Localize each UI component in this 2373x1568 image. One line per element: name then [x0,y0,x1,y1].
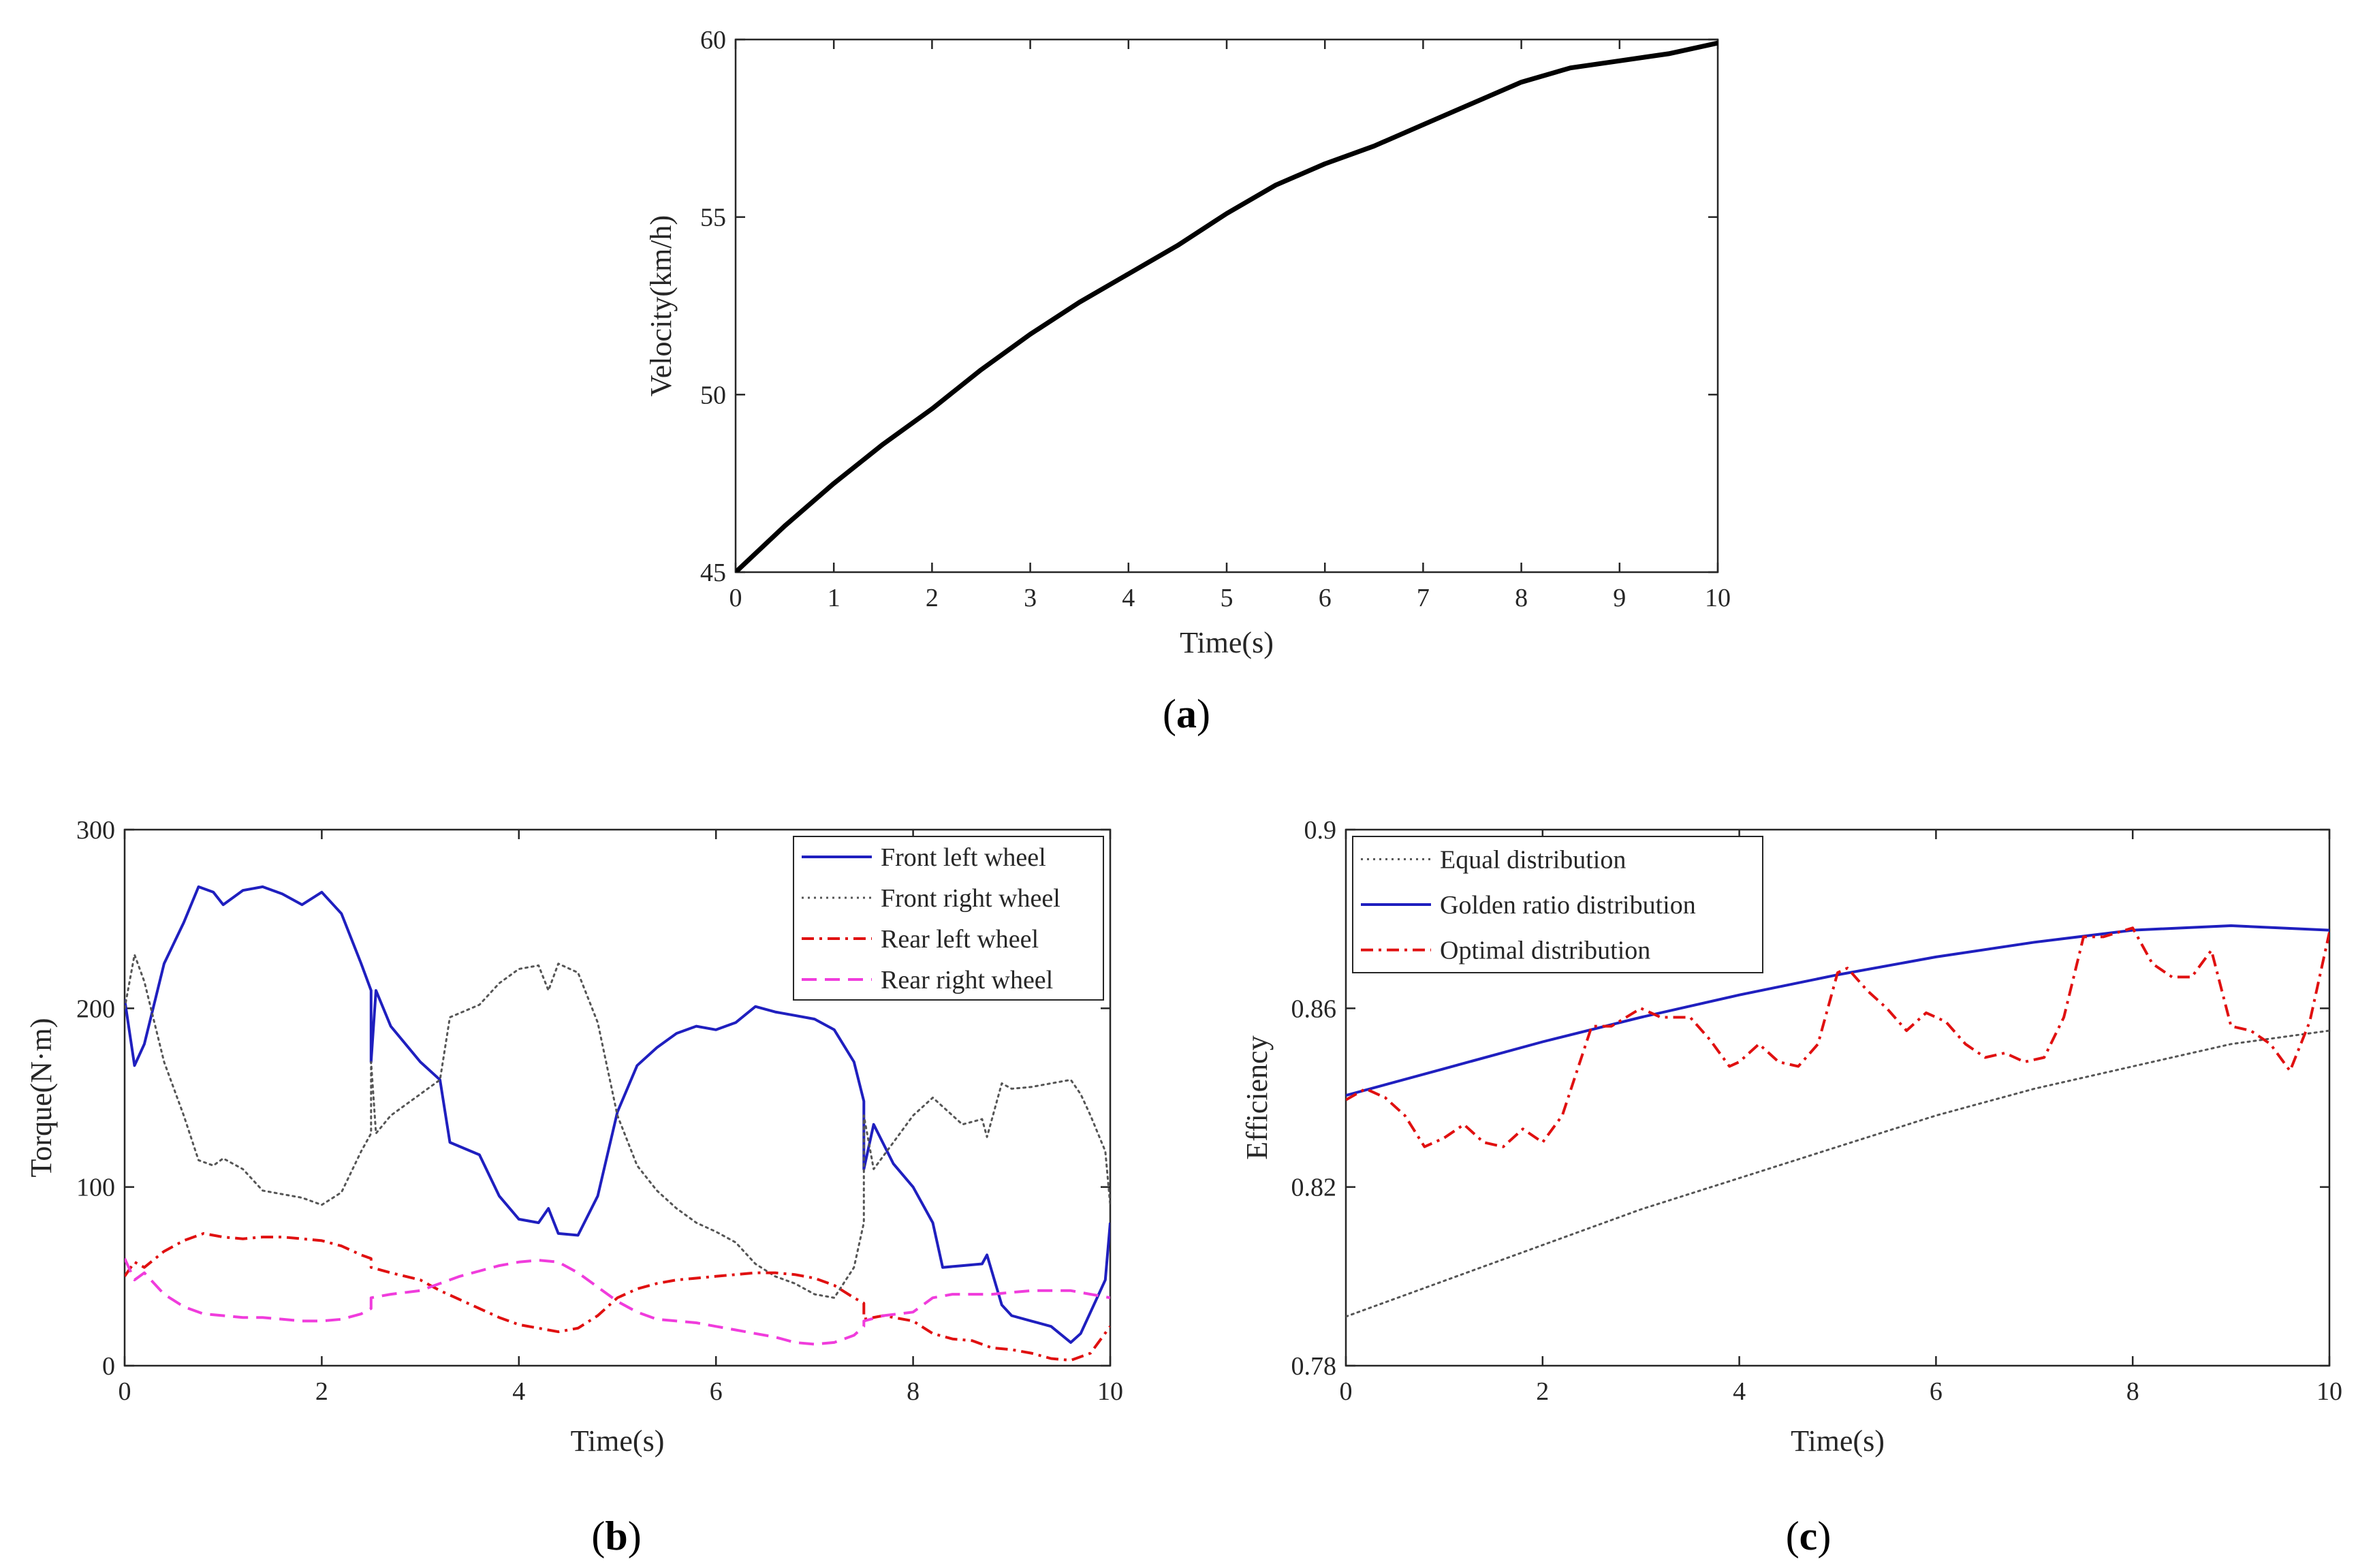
series-group [736,40,1718,572]
x-tick-label: 8 [907,1377,920,1406]
x-tick-label: 2 [1536,1377,1549,1406]
series-line-rear-right-wheel [125,1257,1110,1346]
legend-label: Front left wheel [881,843,1046,872]
x-tick-label: 10 [2316,1377,2342,1406]
y-tick-label: 0.9 [1304,816,1337,845]
legend-label: Front right wheel [881,884,1060,913]
legend-label: Rear left wheel [881,925,1039,954]
y-tick-label: 0.82 [1291,1174,1337,1202]
y-tick-label: 60 [700,26,726,54]
legend: Equal distribution Golden ratio distribut… [1352,836,1763,973]
legend: Front left wheel Front right wheel Rear le… [793,836,1104,1001]
x-tick-label: 5 [1221,584,1233,612]
plot-frame [123,828,1112,1367]
y-tick-label: 0 [102,1352,115,1381]
y-tick-label: 0.86 [1291,994,1337,1023]
legend-box [793,836,1104,1001]
panel-caption: (b) [591,1514,641,1558]
x-tick-label: 0 [1340,1377,1353,1406]
x-tick-label: 3 [1024,584,1037,612]
x-axis-label: Time(s) [571,1424,665,1458]
y-axis-label: Torque(N·m) [25,1018,58,1178]
x-axis-label: Time(s) [1180,626,1274,659]
x-tick-label: 4 [1122,584,1135,612]
series-line-front-left-wheel [125,885,1110,1344]
panel-caption: (a) [1163,691,1210,736]
plot-frame [734,38,1719,574]
x-tick-label: 8 [2126,1377,2139,1406]
x-tick-label: 2 [926,584,939,612]
panel-caption: (c) [1786,1514,1832,1558]
series-line-velocity [736,40,1718,572]
x-tick-label: 1 [828,584,840,612]
series-line-equal-distribution [1346,1029,2329,1318]
x-tick-label: 2 [315,1377,328,1406]
x-tick-label: 10 [1097,1377,1123,1406]
x-tick-label: 8 [1515,584,1528,612]
chart-a: 0 1 2 3 4 5 6 7 8 9 1045505560Time(s)Velocity(km/h… [644,26,1731,736]
y-tick-label: 300 [76,816,115,845]
chart-b: 0 2 4 6 8 100100200300Time(s)Torque(N·m)Front… [25,816,1123,1558]
x-tick-label: 10 [1705,584,1731,612]
x-tick-label: 0 [119,1377,131,1406]
x-tick-label: 9 [1613,584,1626,612]
x-tick-label: 7 [1417,584,1430,612]
x-tick-label: 6 [710,1377,723,1406]
series-line-rear-left-wheel [125,1232,1110,1362]
series-line-front-right-wheel [125,954,1110,1299]
y-tick-label: 200 [76,994,115,1023]
legend-label: Optimal distribution [1440,937,1650,965]
y-tick-label: 45 [700,559,726,587]
chart-c: 0 2 4 6 8 10 0.78 0.82 0.86 0.9 Time(s) Efficiency E… [1240,816,2342,1558]
y-tick-label: 50 [700,381,726,409]
series-group [1346,924,2329,1318]
y-tick-label: 55 [700,204,726,232]
series-group [125,885,1110,1362]
y-axis-label: Velocity(km/h) [644,215,678,396]
x-tick-label: 4 [512,1377,525,1406]
y-axis-label: Efficiency [1240,1035,1274,1159]
legend-label: Golden ratio distribution [1440,891,1696,920]
y-tick-label: 100 [76,1174,115,1202]
x-tick-label: 6 [1930,1377,1943,1406]
y-tick-label: 0.78 [1291,1352,1337,1381]
legend-label: Equal distribution [1440,845,1626,874]
plot-frame [1345,828,2331,1367]
x-axis-label: Time(s) [1791,1424,1885,1458]
legend-label: Rear right wheel [881,966,1053,994]
x-tick-label: 6 [1319,584,1332,612]
x-tick-label: 4 [1733,1377,1746,1406]
x-tick-label: 0 [729,584,742,612]
